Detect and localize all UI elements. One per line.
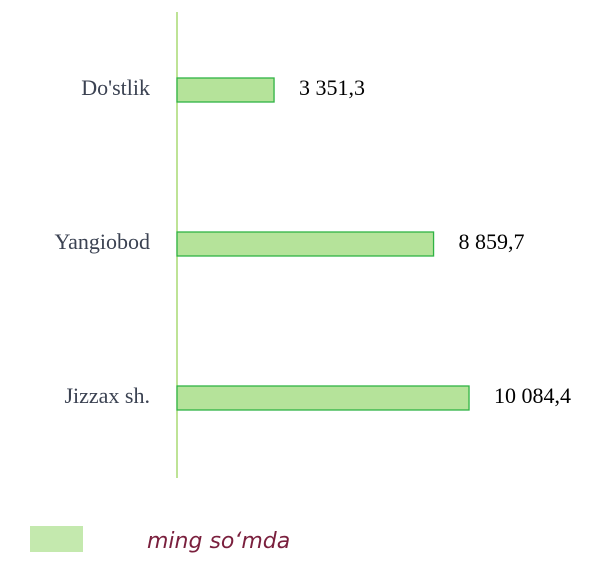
category-label: Do'stlik — [81, 75, 150, 100]
value-label: 8 859,7 — [459, 229, 525, 254]
legend-label: ming so‘mda — [147, 529, 290, 554]
value-label: 10 084,4 — [494, 383, 571, 408]
category-label: Jizzax sh. — [64, 383, 150, 408]
category-label: Yangiobod — [54, 229, 150, 254]
bar — [176, 385, 470, 411]
bar — [176, 77, 275, 103]
legend-swatch — [30, 526, 83, 552]
value-label: 3 351,3 — [299, 75, 365, 100]
bar — [176, 231, 435, 257]
